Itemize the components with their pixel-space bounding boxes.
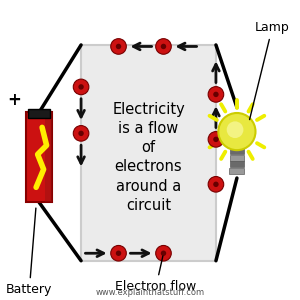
Bar bbox=[230, 161, 244, 167]
Text: www.explainthatstuff.com: www.explainthatstuff.com bbox=[95, 288, 205, 297]
Circle shape bbox=[161, 250, 166, 256]
Circle shape bbox=[208, 176, 224, 192]
Circle shape bbox=[156, 39, 171, 54]
Text: Electron flow: Electron flow bbox=[116, 256, 196, 293]
Bar bbox=[230, 168, 244, 174]
Circle shape bbox=[227, 122, 243, 138]
Circle shape bbox=[73, 126, 89, 141]
Circle shape bbox=[213, 182, 219, 187]
Text: Lamp: Lamp bbox=[250, 21, 290, 120]
Circle shape bbox=[116, 44, 121, 49]
Bar bbox=[230, 134, 244, 140]
Circle shape bbox=[213, 136, 219, 142]
Bar bbox=[81, 45, 216, 261]
Text: Battery: Battery bbox=[6, 208, 52, 296]
Bar bbox=[230, 148, 244, 154]
Circle shape bbox=[213, 92, 219, 97]
Text: +: + bbox=[8, 92, 21, 110]
Bar bbox=[230, 137, 243, 146]
Bar bbox=[46, 112, 52, 202]
Bar bbox=[28, 110, 50, 118]
Circle shape bbox=[218, 113, 256, 150]
Circle shape bbox=[156, 245, 171, 261]
Circle shape bbox=[161, 44, 166, 49]
Bar bbox=[26, 112, 52, 202]
Bar bbox=[230, 154, 244, 161]
Circle shape bbox=[78, 130, 84, 136]
Circle shape bbox=[78, 84, 84, 90]
Text: Electricity
is a flow
of
electrons
around a
circuit: Electricity is a flow of electrons aroun… bbox=[112, 102, 185, 213]
Circle shape bbox=[116, 250, 121, 256]
Circle shape bbox=[208, 87, 224, 102]
Bar bbox=[230, 141, 244, 147]
Circle shape bbox=[73, 79, 89, 95]
Circle shape bbox=[111, 39, 126, 54]
Circle shape bbox=[111, 245, 126, 261]
Circle shape bbox=[208, 132, 224, 147]
